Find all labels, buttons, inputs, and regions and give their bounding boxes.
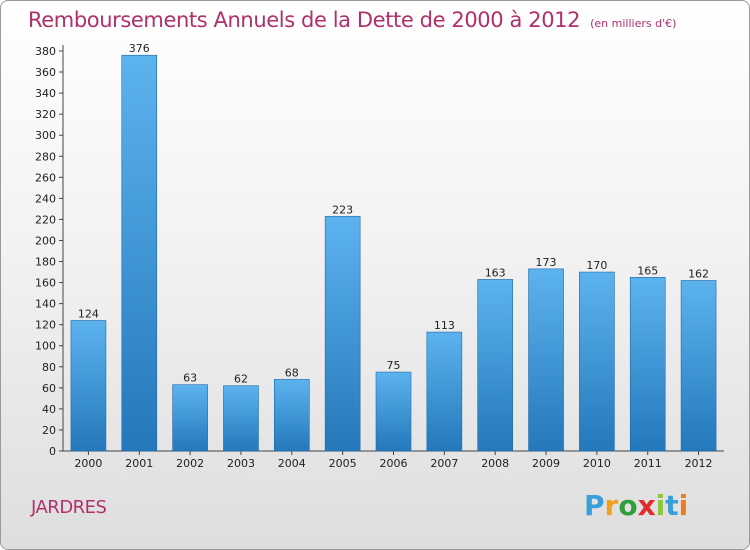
x-tick-label: 2010 <box>583 457 611 470</box>
bar-2001 <box>121 54 158 452</box>
y-tick-label: 20 <box>42 424 56 437</box>
bar-2007 <box>426 331 463 452</box>
bar-2005 <box>324 215 361 452</box>
x-tick-label: 2007 <box>430 457 458 470</box>
y-tick-label: 260 <box>35 171 56 184</box>
chart-title: Remboursements Annuels de la Dette de 20… <box>28 8 676 32</box>
bar-value-label: 62 <box>234 373 248 386</box>
bar-value-label: 170 <box>586 259 607 272</box>
x-tick-label: 2002 <box>176 457 204 470</box>
y-tick-label: 140 <box>35 298 56 311</box>
y-tick-label: 360 <box>35 66 56 79</box>
y-tick-label: 380 <box>35 45 56 58</box>
logo-letter: P <box>584 489 605 522</box>
bar-value-label: 165 <box>637 264 658 277</box>
x-tick-label: 2005 <box>329 457 357 470</box>
logo-letter: i <box>678 489 689 522</box>
commune-name: JARDRES <box>31 497 107 518</box>
x-tick-label: 2012 <box>685 457 713 470</box>
logo-letter: i <box>655 489 666 522</box>
y-tick-label: 160 <box>35 277 56 290</box>
x-tick-label: 2006 <box>380 457 408 470</box>
y-tick-label: 220 <box>35 213 56 226</box>
x-tick-label: 2000 <box>74 457 102 470</box>
logo-letter: t <box>665 489 679 522</box>
y-tick-label: 180 <box>35 256 56 269</box>
bar-2000 <box>70 320 107 452</box>
bar-value-label: 124 <box>78 307 99 320</box>
bar-2002 <box>172 384 208 452</box>
y-tick-label: 200 <box>35 234 56 247</box>
bar-value-label: 63 <box>183 372 197 385</box>
x-tick-label: 2008 <box>481 457 509 470</box>
bar-value-label: 163 <box>485 266 506 279</box>
x-tick-label: 2004 <box>278 457 306 470</box>
bar-2009 <box>528 268 564 452</box>
bar-2012 <box>680 280 717 452</box>
y-tick-label: 100 <box>35 340 56 353</box>
bar-value-label: 162 <box>688 267 709 280</box>
y-tick-label: 40 <box>42 403 56 416</box>
x-tick-label: 2001 <box>125 457 153 470</box>
logo-letter: o <box>618 489 638 522</box>
x-tick-label: 2011 <box>634 457 662 470</box>
bar-2006 <box>375 371 412 452</box>
bar-value-label: 223 <box>332 203 353 216</box>
x-tick-label: 2003 <box>227 457 255 470</box>
bar-2008 <box>477 279 513 452</box>
x-tick-label: 2009 <box>532 457 560 470</box>
y-tick-label: 340 <box>35 87 56 100</box>
bar-value-label: 68 <box>285 366 299 379</box>
bar-value-label: 376 <box>129 42 150 55</box>
bar-value-label: 113 <box>434 319 455 332</box>
proxiti-logo: Proxiti <box>584 489 688 522</box>
logo-letter: x <box>637 489 656 522</box>
y-tick-label: 280 <box>35 150 56 163</box>
y-tick-label: 320 <box>35 108 56 121</box>
y-tick-label: 0 <box>49 445 56 458</box>
y-tick-label: 80 <box>42 361 56 374</box>
bar-2003 <box>223 385 259 452</box>
bar-2011 <box>629 277 666 452</box>
chart-subtitle: (en milliers d'€) <box>590 17 677 30</box>
bar-value-label: 173 <box>536 256 557 269</box>
y-tick-label: 60 <box>42 382 56 395</box>
bar-2004 <box>274 379 310 452</box>
y-tick-label: 120 <box>35 319 56 332</box>
y-tick-label: 300 <box>35 129 56 142</box>
logo-letter: r <box>604 489 619 522</box>
y-tick-label: 240 <box>35 192 56 205</box>
bar-2010 <box>579 271 615 452</box>
bar-value-label: 75 <box>387 359 401 372</box>
chart-title-text: Remboursements Annuels de la Dette de 20… <box>28 8 581 32</box>
